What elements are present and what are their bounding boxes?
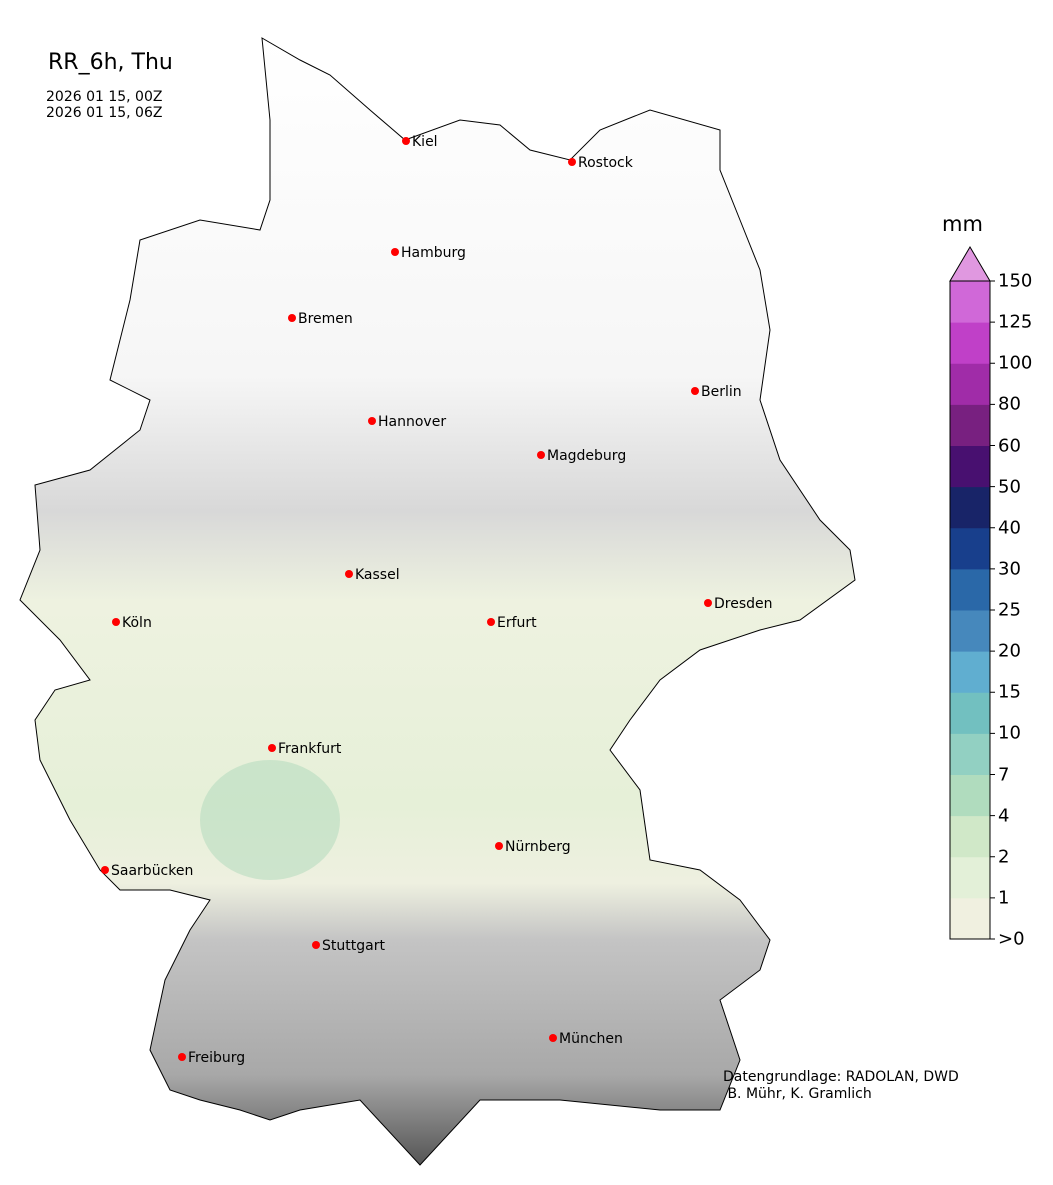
colorbar-segment: [950, 445, 990, 488]
colorbar-tick-label: 7: [998, 764, 1010, 785]
colorbar-tick-label: 150: [998, 270, 1033, 292]
colorbar: [949, 246, 995, 940]
city-label: München: [559, 1031, 623, 1047]
city-label: Hannover: [378, 414, 446, 430]
time-end: 2026 01 15, 06Z: [46, 105, 163, 121]
colorbar-tick-label: >0: [998, 928, 1025, 950]
city-marker: [178, 1053, 186, 1061]
city-marker: [345, 570, 353, 578]
colorbar-tick-label: 20: [998, 640, 1021, 662]
city-marker: [549, 1034, 557, 1042]
city-label: Kiel: [412, 134, 438, 150]
colorbar-segment: [950, 651, 990, 693]
city-marker: [487, 618, 495, 626]
city-label: Rostock: [578, 155, 634, 171]
colorbar-segment: [950, 897, 990, 940]
colorbar-tick-label: 2: [998, 846, 1010, 868]
city-label: Köln: [122, 615, 152, 631]
city-label: Berlin: [701, 384, 742, 400]
city-marker: [391, 248, 399, 256]
city-label: Magdeburg: [547, 448, 626, 464]
city-marker: [368, 417, 376, 425]
colorbar-segment: [950, 322, 990, 364]
city-label: Dresden: [714, 596, 773, 612]
colorbar-segment: [950, 733, 990, 775]
colorbar-segment: [950, 568, 990, 611]
colorbar-tick-label: 60: [998, 435, 1021, 456]
colorbar-segment: [950, 486, 990, 529]
city-marker: [537, 451, 545, 459]
city-marker: [495, 842, 503, 850]
colorbar-segment: [950, 404, 990, 446]
city-marker: [112, 618, 120, 626]
city-marker: [288, 314, 296, 322]
city-label: Hamburg: [401, 245, 466, 261]
colorbar-tick-label: 15: [998, 681, 1021, 703]
map-title: RR_6h, Thu: [48, 50, 173, 75]
colorbar-segment: [950, 281, 990, 323]
city-label: Bremen: [298, 311, 353, 327]
city-label: Nürnberg: [505, 839, 571, 855]
colorbar-unit: mm: [942, 212, 983, 236]
city-marker: [268, 744, 276, 752]
colorbar-tick-label: 1: [998, 887, 1010, 909]
germany-outline: [19, 37, 856, 1166]
colorbar-tick-label: 125: [998, 311, 1033, 333]
colorbar-segment: [950, 363, 990, 405]
colorbar-segment: [950, 692, 990, 734]
city-marker: [101, 866, 109, 874]
colorbar-tick-label: 50: [998, 476, 1021, 498]
time-start: 2026 01 15, 00Z: [46, 89, 163, 105]
colorbar-extend-arrow: [949, 246, 991, 282]
data-credit: Datengrundlage: RADOLAN, DWD B. Mühr, K.…: [723, 1069, 959, 1102]
city-label: Erfurt: [497, 615, 537, 631]
colorbar-segment: [950, 527, 990, 570]
colorbar-tick-label: 40: [998, 517, 1021, 539]
city-marker: [691, 387, 699, 395]
colorbar-tick-label: 4: [998, 805, 1010, 827]
colorbar-tick-label: 25: [998, 599, 1021, 621]
colorbar-tick-label: 10: [998, 722, 1021, 744]
colorbar-segment: [950, 815, 990, 858]
city-label: Kassel: [355, 567, 400, 583]
city-marker: [402, 137, 410, 145]
city-label: Stuttgart: [322, 938, 385, 954]
colorbar-tick-label: 100: [998, 352, 1033, 374]
city-marker: [568, 158, 576, 166]
city-marker: [704, 599, 712, 607]
city-label: Frankfurt: [278, 741, 342, 757]
colorbar-tick-label: 80: [998, 393, 1021, 415]
city-label: Saarbücken: [111, 863, 193, 879]
colorbar-segment: [950, 774, 990, 817]
city-label: Freiburg: [188, 1050, 245, 1066]
colorbar-segment: [950, 856, 990, 899]
green-rain-area: [200, 760, 340, 880]
city-marker: [312, 941, 320, 949]
colorbar-segment: [950, 610, 990, 652]
colorbar-tick-label: 30: [998, 558, 1021, 580]
